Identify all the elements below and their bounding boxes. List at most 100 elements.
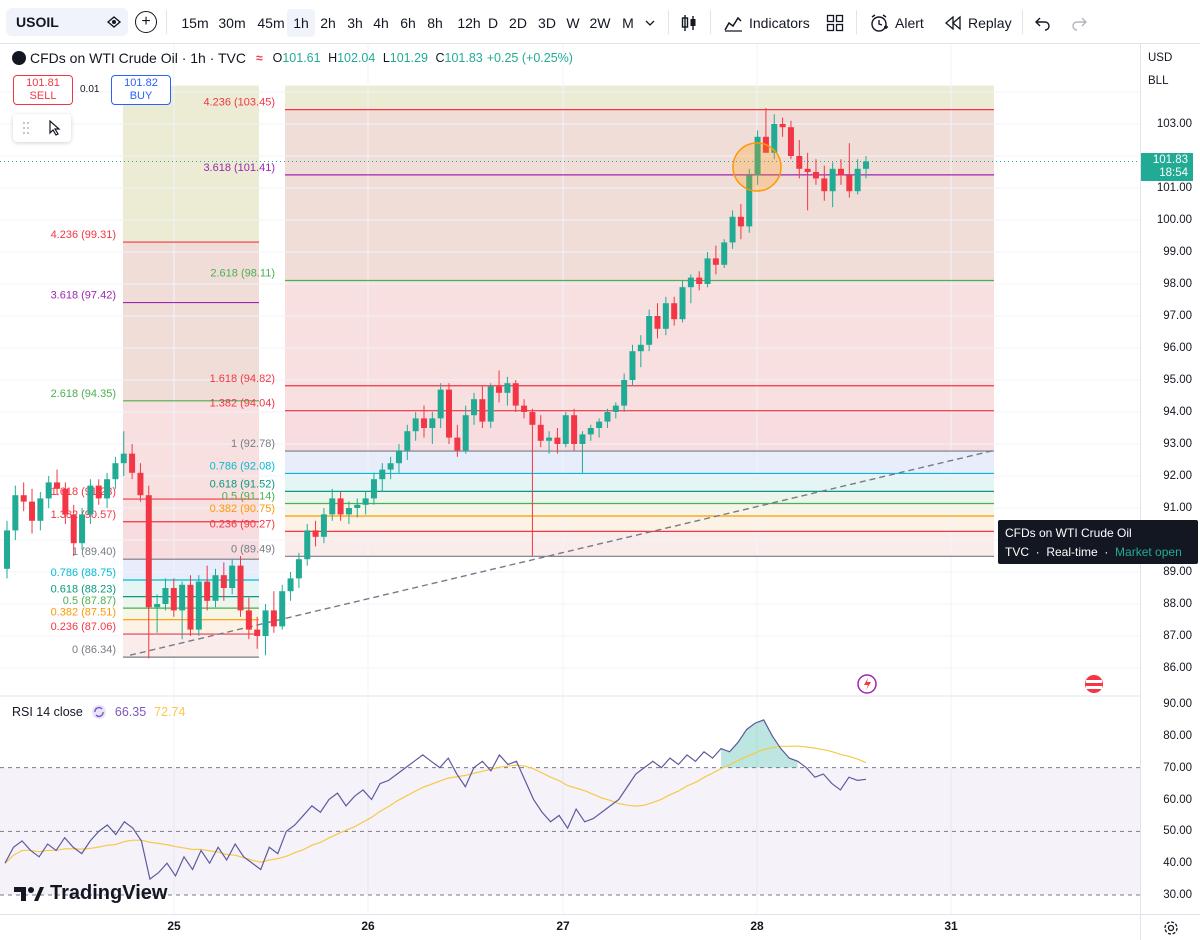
candle-body <box>245 610 252 630</box>
candle-body <box>354 504 361 508</box>
symbol-search[interactable]: USOIL <box>6 8 128 36</box>
candle-body <box>29 501 36 521</box>
undo-icon[interactable] <box>1034 9 1052 37</box>
candle-body <box>654 316 661 329</box>
rsi-axis-label: 40.00 <box>1163 857 1192 870</box>
add-symbol-icon[interactable]: + <box>135 11 157 33</box>
candle-body <box>779 124 786 128</box>
candle-body <box>237 565 244 611</box>
indicators-button[interactable]: Indicators <box>723 9 810 37</box>
chart-type-icon[interactable] <box>680 9 698 37</box>
interval-2h[interactable]: 2h <box>320 15 336 31</box>
interval-15m[interactable]: 15m <box>181 15 209 31</box>
layouts-icon[interactable] <box>826 9 844 37</box>
candle-body <box>579 434 586 444</box>
rsi-label[interactable]: RSI 14 close <box>12 705 83 719</box>
sync-icon[interactable] <box>91 704 107 720</box>
fib1-zone-10 <box>123 634 259 658</box>
candle-body <box>829 168 836 192</box>
interval-W[interactable]: W <box>566 15 580 31</box>
interval-M[interactable]: M <box>622 15 634 31</box>
candle-body <box>629 351 636 380</box>
price-chart[interactable]: 4.236 (99.31) 3.618 (97.42) 2.618 (94.35) 1… <box>0 44 1140 914</box>
sell-button[interactable]: 101.81 SELL <box>13 75 73 105</box>
legend-title[interactable]: CFDs on WTI Crude Oil · 1h · TVC <box>30 50 247 66</box>
candle-body <box>571 415 578 444</box>
top-toolbar: USOIL + 15m 30m 45m 1h 2h 3h 4h 6h 8h 12h D 2D 3D W 2W… <box>0 0 1200 44</box>
candle-body <box>337 498 344 515</box>
replay-button[interactable]: Replay <box>944 9 1012 37</box>
drag-handle-icon[interactable] <box>22 121 30 135</box>
alert-button[interactable]: Alert <box>869 9 924 37</box>
compare-symbol-icon[interactable] <box>106 14 122 30</box>
fib2-level-label: 0.5 (91.14) <box>222 491 275 503</box>
rsi-axis-label: 30.00 <box>1163 889 1192 901</box>
divider <box>1022 10 1023 34</box>
interval-dropdown-icon[interactable] <box>645 9 655 37</box>
currency-label[interactable]: USD <box>1148 52 1173 64</box>
fib2-zone-4 <box>285 410 994 452</box>
candle-body <box>179 584 186 611</box>
ohlc-values: O101.61 H102.04 L101.29 C101.83 <box>272 51 483 65</box>
tooltip-status-row: TVC · Real-time · Market open <box>1005 545 1182 559</box>
fib2-level-label: 4.236 (103.45) <box>203 97 275 109</box>
candle-body <box>546 437 553 441</box>
market-status-icon: ≈ <box>256 51 263 65</box>
candle-body <box>4 530 10 569</box>
candle-body <box>487 386 494 422</box>
price-axis-label: 91.00 <box>1163 502 1192 514</box>
symbol-tooltip: CFDs on WTI Crude Oil TVC · Real-time · … <box>998 520 1198 564</box>
candle-body <box>20 495 27 502</box>
fib1-zone-top <box>123 85 259 243</box>
rsi-axis-label: 50.00 <box>1163 825 1192 838</box>
candle-body <box>621 380 628 406</box>
interval-3h[interactable]: 3h <box>347 15 363 31</box>
fib1-level-label: 0.236 (87.06) <box>51 621 116 633</box>
interval-D[interactable]: D <box>487 15 499 31</box>
candle-body <box>662 303 669 329</box>
price-axis-label: 103.00 <box>1156 118 1192 130</box>
candle-body <box>529 412 536 425</box>
buy-button[interactable]: 101.82 BUY <box>111 75 171 105</box>
time-axis[interactable] <box>0 914 1140 940</box>
candle-body <box>395 450 402 464</box>
fib2-zone-9 <box>285 516 994 532</box>
candle-body <box>504 383 511 393</box>
chart-settings-button[interactable] <box>1140 914 1200 940</box>
interval-3D[interactable]: 3D <box>538 15 556 31</box>
us-flag-stripe <box>1086 686 1102 689</box>
interval-30m[interactable]: 30m <box>218 15 246 31</box>
candle-body <box>696 277 703 284</box>
candle-body <box>821 178 828 192</box>
candle-body <box>704 258 711 284</box>
candle-body <box>62 488 69 515</box>
interval-2D[interactable]: 2D <box>509 15 527 31</box>
interval-4h[interactable]: 4h <box>373 15 389 31</box>
candle-body <box>320 514 327 537</box>
cursor-icon[interactable] <box>48 120 62 136</box>
tradingview-logo[interactable]: TradingView <box>14 882 167 905</box>
candle-body <box>854 168 861 192</box>
tooltip-title: CFDs on WTI Crude Oil <box>1005 526 1132 540</box>
interval-45m[interactable]: 45m <box>257 15 285 31</box>
interval-2W[interactable]: 2W <box>589 15 611 31</box>
candle-body <box>496 386 503 393</box>
candle-body <box>270 610 277 627</box>
rsi-ma-value: 72.74 <box>154 705 186 719</box>
candle-body <box>287 578 294 592</box>
candle-body <box>754 136 761 176</box>
interval-12h[interactable]: 12h <box>457 15 481 31</box>
interval-6h[interactable]: 6h <box>400 15 416 31</box>
fib2-zone-0 <box>285 109 994 175</box>
us-flag-icon <box>1085 675 1103 693</box>
unit-label[interactable]: BLL <box>1148 75 1169 87</box>
price-axis-label: 93.00 <box>1163 438 1192 450</box>
interval-8h[interactable]: 8h <box>427 15 443 31</box>
candle-body <box>404 431 411 451</box>
interval-1h[interactable]: 1h <box>287 9 315 37</box>
divider <box>668 10 669 34</box>
candle-body <box>679 287 686 320</box>
redo-icon[interactable] <box>1070 9 1088 37</box>
candle-body <box>771 124 778 153</box>
time-axis-label: 28 <box>750 919 764 933</box>
